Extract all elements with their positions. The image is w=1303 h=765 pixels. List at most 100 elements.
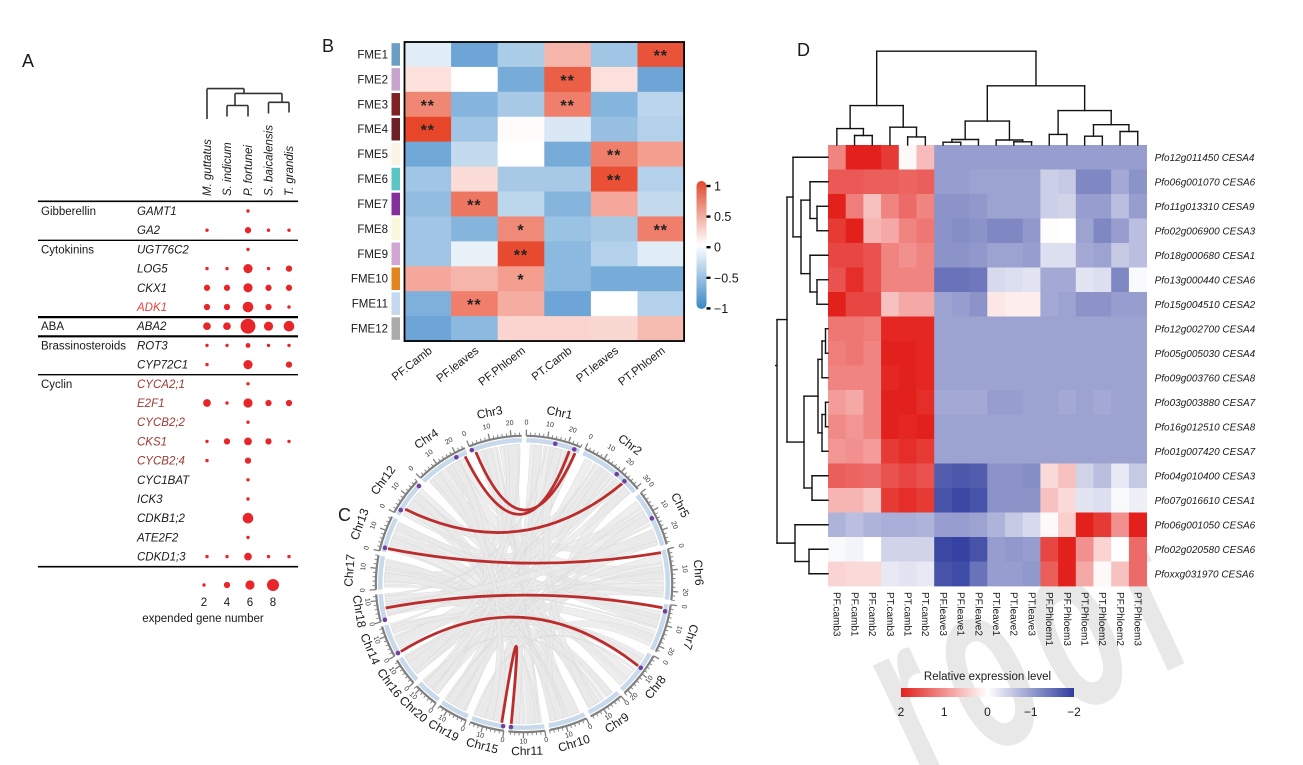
gene-row-label: Pfo06g001050 CESA6	[1155, 520, 1256, 531]
expression-cell	[881, 243, 900, 268]
gene-count-dot	[205, 439, 209, 444]
gene-label: GAMT1	[137, 206, 177, 218]
module-color-bar	[391, 217, 400, 241]
ruler-tick-label: 0	[379, 503, 387, 510]
expression-cell	[828, 390, 847, 415]
expression-cell	[1058, 341, 1077, 366]
expression-cell	[1111, 365, 1130, 391]
colorbar-tick-label: −1	[714, 302, 728, 316]
heatmap-cell	[404, 42, 452, 68]
expression-cell	[969, 341, 988, 366]
expression-cell	[916, 218, 935, 244]
ruler-tick-label: 10	[424, 449, 435, 459]
panel-d-label: D	[797, 40, 810, 60]
gene-dot	[454, 454, 459, 460]
expression-cell	[863, 463, 882, 489]
chromosome-band	[582, 450, 637, 494]
ruler-arc	[468, 434, 522, 448]
heatmap-cell	[497, 266, 545, 292]
expression-cell	[1111, 316, 1130, 342]
sample-column-label: PF.Phloem3	[1061, 592, 1072, 646]
expression-cell	[951, 292, 970, 317]
gene-row-label: Pfo12g002700 CESA4	[1155, 324, 1256, 335]
expression-cell	[969, 488, 988, 513]
ruler-tick-label: 0	[587, 723, 594, 731]
module-color-bar	[391, 317, 400, 340]
ruler-tick	[630, 478, 634, 482]
expression-cell	[845, 414, 864, 440]
ruler-tick	[624, 472, 628, 476]
colorbar-tick	[706, 184, 711, 188]
sample-column-label: PF.camb2	[866, 592, 877, 637]
module-color-bar	[391, 93, 400, 116]
gene-count-dot	[287, 439, 291, 444]
expression-cell	[1093, 145, 1112, 170]
expression-cell	[898, 145, 917, 170]
expression-cell	[1040, 414, 1059, 440]
ruler-tick	[400, 495, 404, 499]
colorbar-tick-label: −0.5	[714, 271, 739, 285]
expression-cell	[1111, 561, 1130, 587]
heatmap-cell	[497, 141, 545, 167]
ruler-tick-label: 20	[665, 646, 675, 656]
expression-cell	[828, 439, 847, 464]
expression-cell	[916, 341, 935, 366]
sample-column-label: PT.camb3	[884, 592, 895, 637]
expression-cell	[828, 218, 847, 244]
gene-label: CYCA2;1	[137, 379, 185, 391]
gene-count-dot	[203, 303, 211, 311]
module-row-label: FME12	[351, 324, 388, 336]
sample-column-label: PT.camb1	[901, 592, 912, 637]
expression-cell	[969, 463, 988, 489]
ruler-tick-label: 10	[604, 712, 614, 722]
ruler-tick	[380, 632, 385, 635]
ruler-tick-label: 0	[500, 737, 505, 744]
expression-cell	[1093, 512, 1112, 538]
heatmap-cell	[637, 42, 685, 68]
gene-count-dot	[266, 228, 271, 232]
expression-cell	[969, 439, 988, 464]
gene-label: ICK3	[137, 494, 163, 506]
expression-cell	[1128, 512, 1147, 538]
expression-cell	[1058, 194, 1077, 219]
gene-count-dot	[263, 321, 274, 331]
gene-label: ABA2	[136, 321, 167, 333]
expression-cell	[863, 243, 882, 268]
ruler-tick	[477, 724, 480, 729]
ruler-tick	[652, 506, 659, 512]
sample-column-label: PT.Phloem3	[1132, 592, 1143, 646]
expression-cell	[951, 194, 970, 219]
ruler-tick	[377, 545, 381, 548]
expression-cell	[951, 243, 970, 268]
ruler-tick	[660, 641, 664, 644]
heatmap-cell	[451, 191, 499, 217]
expression-cell	[1075, 145, 1094, 170]
ruler-tick	[549, 729, 551, 734]
expression-cell	[1075, 267, 1094, 293]
ruler-tick	[472, 723, 475, 728]
gene-dot	[382, 617, 388, 623]
species-label: S. indicum	[222, 142, 234, 196]
expression-cell	[987, 512, 1006, 538]
gene-count-dot	[246, 382, 250, 386]
expression-cell	[916, 463, 935, 489]
gene-label: CKS1	[137, 436, 167, 448]
ruler-tick	[448, 712, 452, 716]
expression-cell	[987, 439, 1006, 464]
ruler-tick	[544, 730, 547, 737]
expression-cell	[898, 365, 917, 391]
gene-count-dot	[203, 284, 211, 291]
expression-cell	[934, 267, 953, 293]
expression-cell	[1075, 561, 1094, 587]
expression-cell	[1005, 390, 1024, 415]
gene-dot	[382, 545, 388, 551]
expression-cell	[898, 463, 917, 489]
expression-cell	[1022, 512, 1041, 538]
gene-row-label: Pfo05g005030 CESA4	[1155, 349, 1256, 360]
ruler-tick	[378, 541, 382, 543]
expression-cell	[1058, 169, 1077, 195]
ruler-tick-label: 0	[544, 737, 549, 744]
expression-cell	[1111, 218, 1130, 244]
ruler-arc	[549, 717, 587, 732]
hormone-category-label: Gibberellin	[41, 206, 96, 218]
